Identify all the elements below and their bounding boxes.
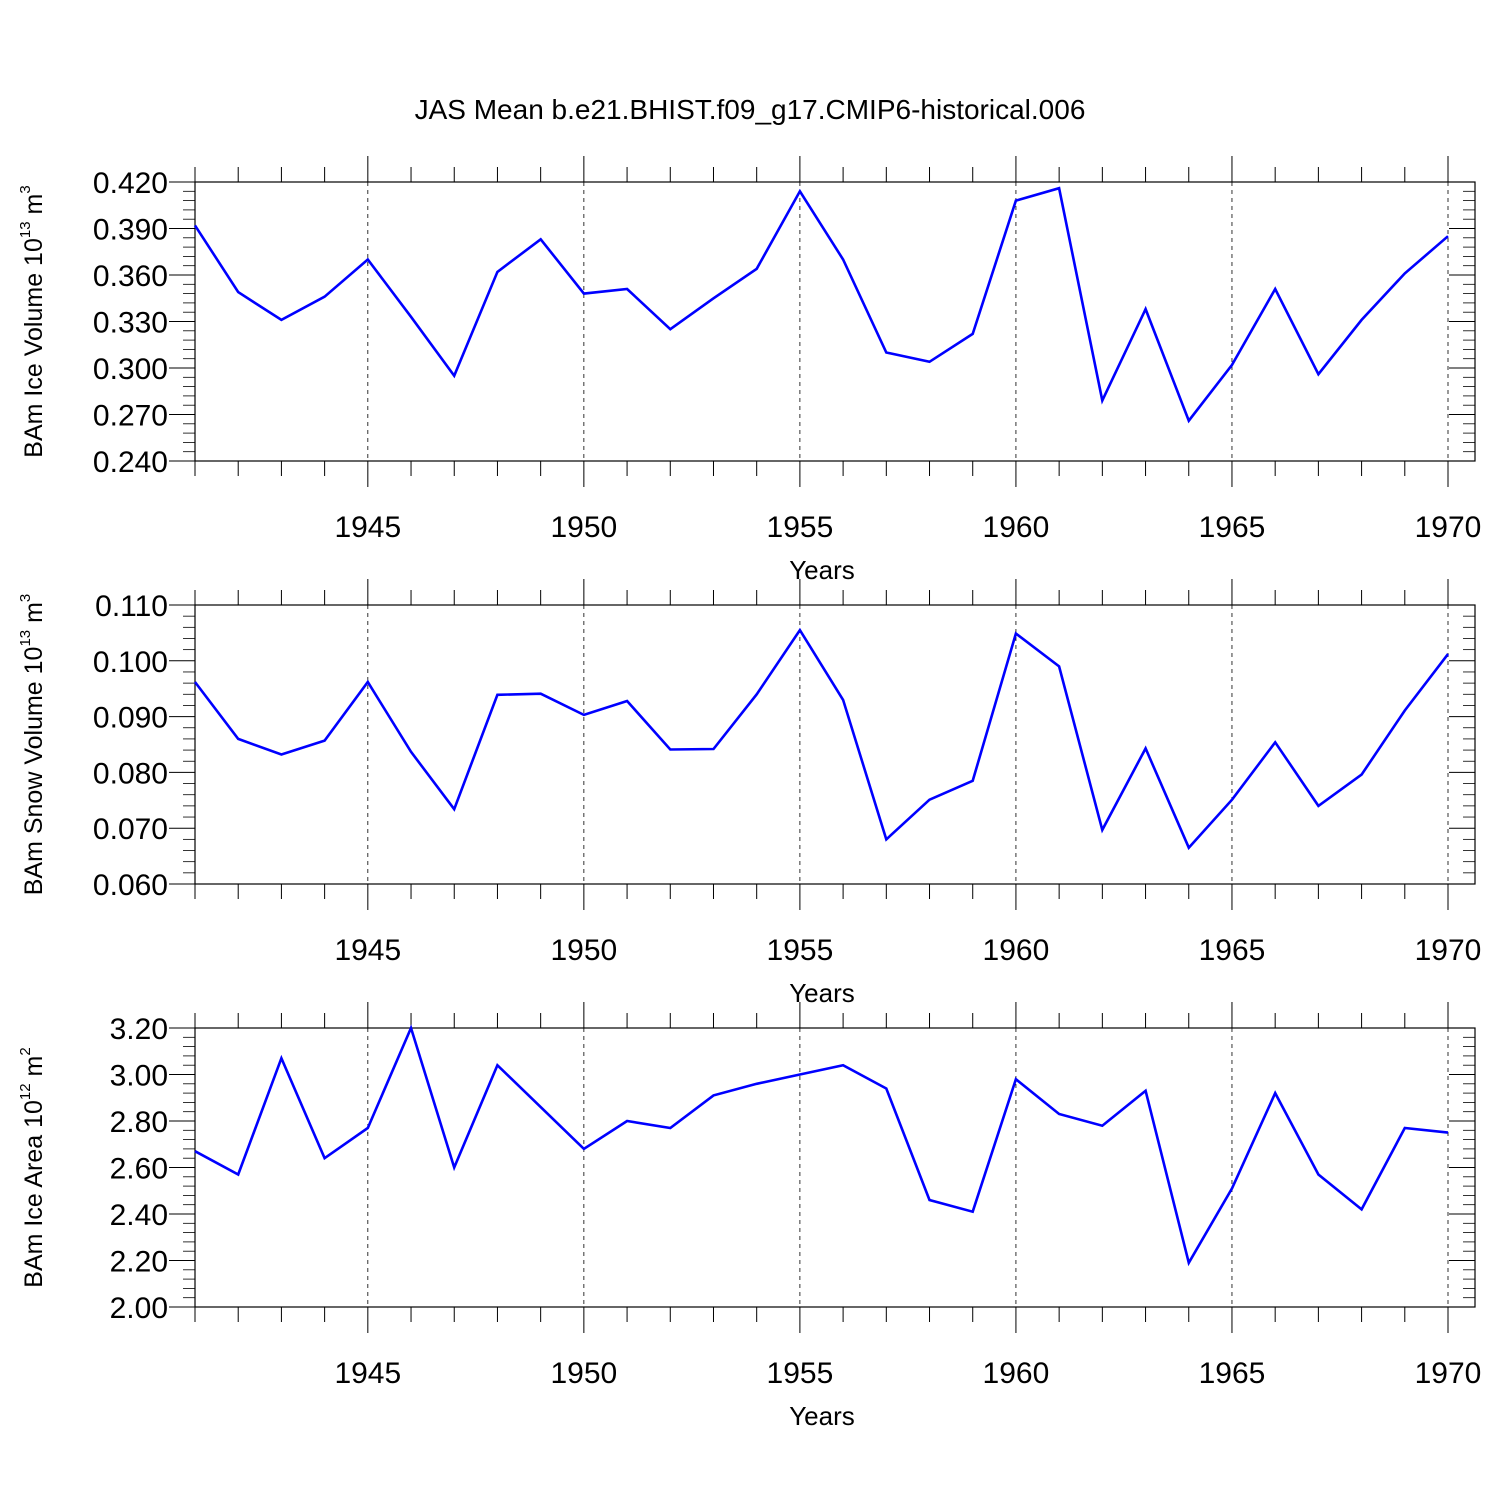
panel-snow-volume: 0.060 0.070 0.080 0.090 0.100 0.110 1945 1950 19…	[17, 579, 1481, 1008]
series-line	[193, 186, 1449, 424]
series-line	[193, 627, 1450, 851]
y-tick-label: 2.80	[110, 1106, 168, 1139]
panel-ice-area: 2.00 2.20 2.40 2.60 2.80 3.00 3.20 1945 1950 1955…	[17, 1002, 1481, 1431]
y-axis-label: BAm Snow Volume 1013 m3	[17, 594, 48, 896]
y-tick-label: 0.360	[93, 260, 168, 293]
x-tick-label: 1950	[550, 934, 617, 967]
y-tick-label: 3.00	[110, 1060, 168, 1093]
x-tick-label: 1960	[983, 934, 1050, 967]
x-tick-label: 1960	[983, 1357, 1050, 1390]
x-tick-label: 1945	[334, 934, 401, 967]
y-tick-label: 0.330	[93, 307, 168, 340]
y-tick-label: 0.110	[95, 590, 168, 623]
y-tick-label: 0.270	[93, 400, 168, 433]
x-tick-label: 1950	[550, 511, 617, 544]
x-tick-label: 1945	[334, 1357, 401, 1390]
x-tick-label: 1955	[767, 934, 834, 967]
y-tick-label: 0.090	[93, 702, 168, 735]
y-axis-label: BAm Ice Area 1012 m2	[17, 1047, 48, 1287]
plot-frame	[194, 181, 1476, 462]
y-tick-label: 2.00	[110, 1292, 168, 1325]
y-tick-label: 2.60	[110, 1153, 168, 1186]
x-tick-label: 1950	[550, 1357, 617, 1390]
plot-frame	[194, 1027, 1476, 1308]
x-axis-label: Years	[789, 1401, 855, 1431]
x-axis-label: Years	[789, 555, 855, 585]
x-tick-label: 1965	[1199, 1357, 1266, 1390]
y-tick-label: 0.100	[93, 646, 168, 679]
x-tick-label: 1955	[767, 511, 834, 544]
y-tick-label: 3.20	[110, 1013, 168, 1046]
x-axis-label: Years	[789, 978, 855, 1008]
x-tick-label: 1955	[767, 1357, 834, 1390]
y-axis-label: BAm Ice Volume 1013 m3	[17, 185, 48, 457]
plot-frame	[194, 604, 1476, 885]
panel-ice-volume: 0.240 0.270 0.300 0.330 0.360 0.390 0.420 1945 1…	[17, 156, 1481, 585]
x-tick-label: 1970	[1415, 1357, 1482, 1390]
y-tick-label: 0.390	[93, 214, 168, 247]
x-tick-label: 1945	[334, 511, 401, 544]
chart-title: JAS Mean b.e21.BHIST.f09_g17.CMIP6-histo…	[415, 94, 1086, 125]
y-tick-label: 0.420	[93, 167, 168, 200]
series-line	[194, 1024, 1449, 1267]
y-tick-label: 0.240	[93, 446, 168, 479]
x-tick-label: 1965	[1199, 934, 1266, 967]
x-tick-label: 1960	[983, 511, 1050, 544]
y-tick-label: 2.20	[110, 1246, 168, 1279]
y-tick-label: 0.300	[93, 353, 168, 386]
y-tick-label: 0.080	[93, 757, 168, 790]
x-tick-label: 1970	[1415, 934, 1482, 967]
y-tick-label: 2.40	[110, 1199, 168, 1232]
x-tick-label: 1965	[1199, 511, 1266, 544]
y-tick-label: 0.060	[93, 869, 168, 902]
y-tick-label: 0.070	[93, 813, 168, 846]
x-tick-label: 1970	[1415, 511, 1482, 544]
